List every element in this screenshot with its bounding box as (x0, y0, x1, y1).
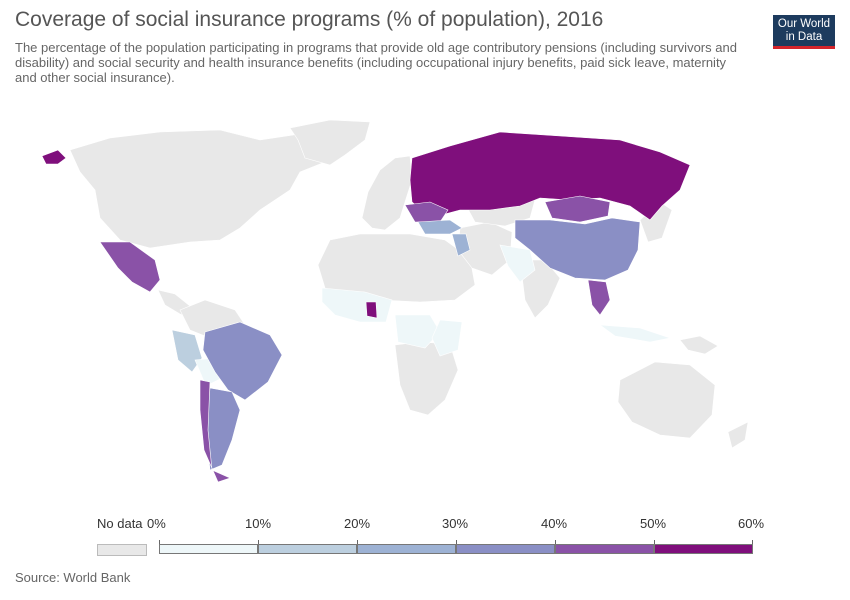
owid-logo[interactable]: Our World in Data (773, 15, 835, 49)
brazil-region[interactable] (202, 321, 283, 401)
legend-no-data-label: No data (97, 516, 143, 531)
chart-title: Coverage of social insurance programs (%… (15, 8, 604, 31)
legend-tick-label-20: 20% (344, 516, 371, 531)
legend-tick-label-10: 10% (245, 516, 272, 531)
legend-tick-50 (654, 540, 655, 544)
legend-bin-50-60[interactable] (654, 544, 753, 554)
legend-tick-label-50: 50% (640, 516, 667, 531)
mongolia-region[interactable] (544, 195, 611, 223)
legend-tick-20 (357, 540, 358, 544)
turkey-region[interactable] (417, 219, 463, 235)
logo-line-1: Our World (777, 18, 831, 30)
world-map (41, 119, 749, 483)
chart-subtitle: The percentage of the population partici… (15, 40, 737, 85)
europe-land[interactable] (361, 155, 413, 231)
ukraine-region[interactable] (404, 201, 449, 223)
legend-bin-0-10[interactable] (159, 544, 258, 554)
legend-tick-label-0: 0% (147, 516, 166, 531)
legend-bin-10-20[interactable] (258, 544, 357, 554)
papua-land[interactable] (679, 335, 719, 355)
new-zealand-land[interactable] (727, 421, 749, 449)
legend-tick-10 (258, 540, 259, 544)
thailand-region[interactable] (587, 279, 611, 316)
chile-region[interactable] (199, 379, 231, 483)
source-note: Source: World Bank (15, 570, 131, 585)
no-data-regions (69, 119, 749, 449)
legend-bin-30-40[interactable] (456, 544, 555, 554)
legend-tick-label-40: 40% (541, 516, 568, 531)
east-africa-region[interactable] (431, 319, 463, 357)
alaska-region[interactable] (41, 149, 67, 165)
legend-tick-label-60: 60% (738, 516, 765, 531)
data-regions (41, 131, 691, 483)
iraq-region[interactable] (451, 233, 471, 257)
legend-bin-40-50[interactable] (555, 544, 654, 554)
central-africa-region[interactable] (394, 314, 441, 349)
australia-land[interactable] (617, 361, 716, 439)
legend-tick-40 (555, 540, 556, 544)
legend-no-data-swatch (97, 544, 147, 556)
legend-tick-60 (752, 540, 753, 544)
north-america-land[interactable] (69, 129, 341, 249)
legend-tick-30 (456, 540, 457, 544)
india-region[interactable] (499, 244, 536, 283)
legend-tick-label-30: 30% (442, 516, 469, 531)
greenland-land[interactable] (289, 119, 371, 166)
argentina-region[interactable] (205, 387, 241, 471)
logo-line-2: in Data (785, 31, 823, 43)
indonesia-region[interactable] (598, 324, 672, 343)
ghana-region[interactable] (365, 301, 378, 319)
mexico-region[interactable] (99, 241, 161, 293)
legend-bin-20-30[interactable] (357, 544, 456, 554)
legend-tick-0 (159, 540, 160, 544)
